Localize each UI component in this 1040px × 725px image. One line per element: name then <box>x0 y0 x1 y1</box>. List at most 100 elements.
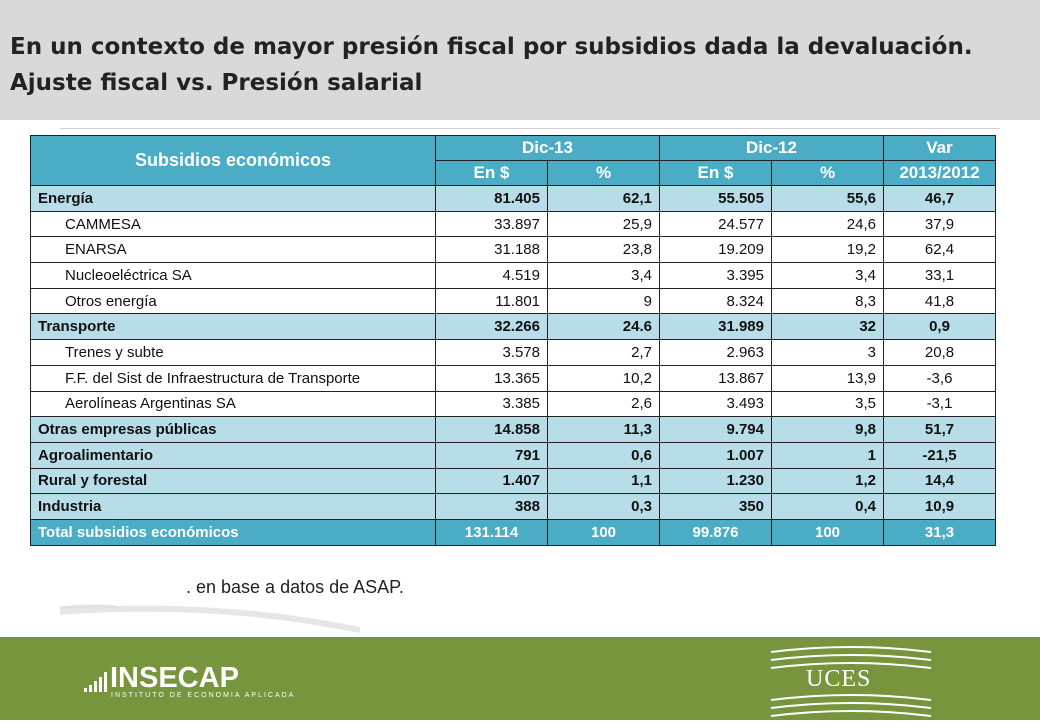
cell-dic12-pct: 100 <box>771 518 884 546</box>
row-label: Nucleoeléctrica SA <box>30 262 436 289</box>
table-row: F.F. del Sist de Infraestructura de Tran… <box>30 364 996 392</box>
table-row: Nucleoeléctrica SA 4.519 3,4 3.395 3,4 3… <box>30 262 996 289</box>
cell-dic12-pct: 9,8 <box>771 416 884 443</box>
cell-var: 46,7 <box>883 185 996 212</box>
cell-dic12-pct: 55,6 <box>771 185 884 212</box>
header-dic12: Dic-12 <box>659 135 884 161</box>
row-label: Transporte <box>30 313 436 341</box>
cell-var: 33,1 <box>883 262 996 289</box>
cell-dic13-amount: 131.114 <box>435 518 548 546</box>
header-dic13-amount: En $ <box>435 160 548 186</box>
cell-dic12-amount: 31.989 <box>659 313 772 341</box>
cell-dic13-pct: 2,7 <box>547 339 660 366</box>
footer-bar <box>0 637 1040 720</box>
cell-dic13-pct: 23,8 <box>547 236 660 264</box>
cell-dic13-amount: 81.405 <box>435 185 548 212</box>
cell-dic12-amount: 99.876 <box>659 518 772 546</box>
cell-dic12-pct: 24,6 <box>771 210 884 238</box>
cell-dic12-pct: 19,2 <box>771 236 884 264</box>
uces-emblem-icon <box>770 646 932 717</box>
row-label: ENARSA <box>30 236 436 264</box>
cell-dic13-amount: 388 <box>435 493 548 520</box>
row-label: Rural y forestal <box>30 467 436 495</box>
cell-var: 51,7 <box>883 416 996 443</box>
cell-var: -3,6 <box>883 364 996 392</box>
cell-var: -21,5 <box>883 441 996 469</box>
cell-var: 10,9 <box>883 493 996 520</box>
row-label: F.F. del Sist de Infraestructura de Tran… <box>30 364 436 392</box>
cell-dic13-pct: 3,4 <box>547 262 660 289</box>
cell-dic12-amount: 2.963 <box>659 339 772 366</box>
row-label: CAMMESA <box>30 210 436 238</box>
cell-dic12-amount: 3.493 <box>659 390 772 418</box>
cell-dic13-amount: 1.407 <box>435 467 548 495</box>
insecap-subtitle: INSTITUTO DE ECONOMIA APLICADA <box>111 692 296 699</box>
row-label: Otras empresas públicas <box>30 416 436 443</box>
cell-dic13-amount: 11.801 <box>435 287 548 315</box>
cell-dic13-amount: 4.519 <box>435 262 548 289</box>
row-label: Trenes y subte <box>30 339 436 366</box>
cell-dic13-pct: 0,6 <box>547 441 660 469</box>
cell-dic12-pct: 1,2 <box>771 467 884 495</box>
cell-dic13-pct: 25,9 <box>547 210 660 238</box>
row-label: Total subsidios económicos <box>30 518 436 546</box>
cell-dic12-pct: 32 <box>771 313 884 341</box>
cell-dic12-amount: 1.230 <box>659 467 772 495</box>
cell-dic13-amount: 32.266 <box>435 313 548 341</box>
cell-dic13-pct: 0,3 <box>547 493 660 520</box>
cell-dic12-pct: 3,5 <box>771 390 884 418</box>
cell-dic13-pct: 9 <box>547 287 660 315</box>
header-dic12-pct: % <box>771 160 884 186</box>
cell-var: 41,8 <box>883 287 996 315</box>
header-dic13-pct: % <box>547 160 660 186</box>
cell-dic13-pct: 2,6 <box>547 390 660 418</box>
header-var: Var <box>883 135 996 161</box>
header-dic12-amount: En $ <box>659 160 772 186</box>
cell-dic12-amount: 8.324 <box>659 287 772 315</box>
cell-dic12-amount: 350 <box>659 493 772 520</box>
table-title: Subsidios económicos <box>30 135 436 186</box>
cell-dic13-pct: 1,1 <box>547 467 660 495</box>
uces-logo: UCES <box>766 640 936 720</box>
table-row: Otros energía 11.801 9 8.324 8,3 41,8 <box>30 287 996 315</box>
cell-dic13-amount: 3.385 <box>435 390 548 418</box>
table-row: Transporte 32.266 24.6 31.989 32 0,9 <box>30 313 996 341</box>
cell-dic12-amount: 3.395 <box>659 262 772 289</box>
cell-var: 14,4 <box>883 467 996 495</box>
cell-dic12-pct: 13,9 <box>771 364 884 392</box>
cell-dic13-pct: 10,2 <box>547 364 660 392</box>
cell-dic12-amount: 19.209 <box>659 236 772 264</box>
cell-dic12-pct: 3,4 <box>771 262 884 289</box>
row-label: Energía <box>30 185 436 212</box>
bars-icon <box>84 672 108 692</box>
cell-var: 31,3 <box>883 518 996 546</box>
cell-dic12-amount: 24.577 <box>659 210 772 238</box>
table-row: Rural y forestal 1.407 1,1 1.230 1,2 14,… <box>30 467 996 495</box>
divider <box>60 128 1000 129</box>
subsidies-table: Subsidios económicos Dic-13 Dic-12 Var E… <box>30 135 996 546</box>
slide-title-line-1: En un contexto de mayor presión fiscal p… <box>10 34 973 60</box>
table-row: Industria 388 0,3 350 0,4 10,9 <box>30 493 996 520</box>
cell-dic13-amount: 791 <box>435 441 548 469</box>
source-note: . en base a datos de ASAP. <box>186 577 404 597</box>
slide-title-line-2: Ajuste fiscal vs. Presión salarial <box>10 70 423 96</box>
row-label: Industria <box>30 493 436 520</box>
cell-dic12-pct: 8,3 <box>771 287 884 315</box>
insecap-logo: INSECAP INSTITUTO DE ECONOMIA APLICADA <box>84 660 293 710</box>
cell-dic12-pct: 0,4 <box>771 493 884 520</box>
cell-dic12-amount: 9.794 <box>659 416 772 443</box>
table-row: ENARSA 31.188 23,8 19.209 19,2 62,4 <box>30 236 996 264</box>
cell-dic13-amount: 31.188 <box>435 236 548 264</box>
cell-var: 62,4 <box>883 236 996 264</box>
table-row: Aerolíneas Argentinas SA 3.385 2,6 3.493… <box>30 390 996 418</box>
cell-dic13-pct: 11,3 <box>547 416 660 443</box>
uces-wordmark: UCES <box>806 666 872 692</box>
table-row: Energía 81.405 62,1 55.505 55,6 46,7 <box>30 185 996 212</box>
cell-dic13-amount: 33.897 <box>435 210 548 238</box>
cell-dic12-pct: 3 <box>771 339 884 366</box>
cell-dic13-amount: 13.365 <box>435 364 548 392</box>
cell-dic12-pct: 1 <box>771 441 884 469</box>
cell-dic12-amount: 55.505 <box>659 185 772 212</box>
table-row: Otras empresas públicas 14.858 11,3 9.79… <box>30 416 996 443</box>
cell-dic12-amount: 13.867 <box>659 364 772 392</box>
